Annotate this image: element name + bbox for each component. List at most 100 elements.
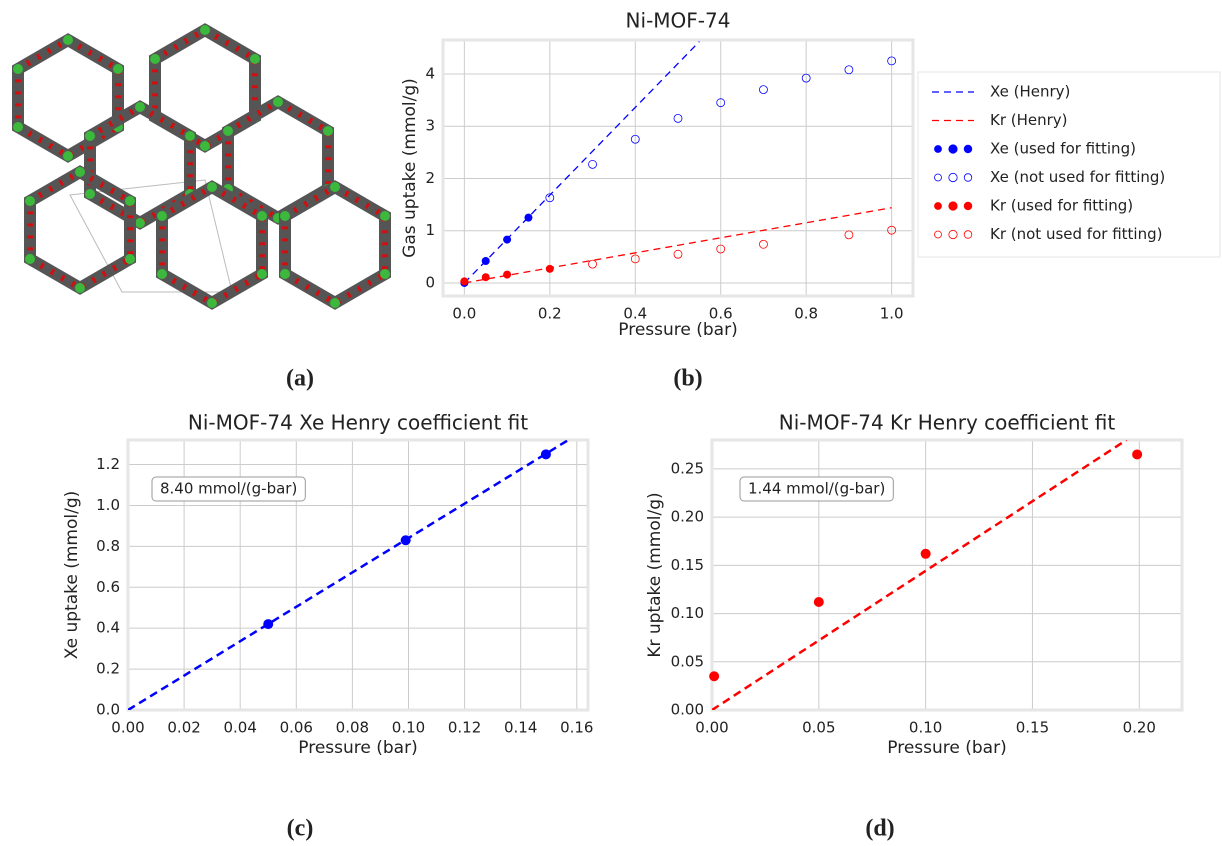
x-axis-label: Pressure (bar) bbox=[618, 320, 737, 340]
x-tick-label: 0.05 bbox=[802, 719, 835, 737]
y-tick-label: 4 bbox=[425, 64, 435, 82]
panel-label: (b) bbox=[673, 366, 702, 392]
legend-label: Xe (not used for fitting) bbox=[990, 168, 1165, 186]
legend-box bbox=[917, 71, 1221, 258]
y-tick-label: 1.2 bbox=[96, 455, 120, 473]
chart: 0.00 0.05 0.10 0.15 0.20 0.00 0.05 0.10 0.15 0.20… bbox=[645, 411, 1184, 758]
chart-title: Ni-MOF-74 Xe Henry coefficient fit bbox=[188, 411, 528, 435]
fit-line bbox=[463, 41, 700, 284]
y-tick-label: 0.4 bbox=[96, 619, 120, 637]
data-point bbox=[630, 254, 640, 264]
data-point bbox=[920, 548, 931, 559]
data-point bbox=[887, 225, 897, 235]
data-point bbox=[759, 85, 768, 95]
annotation: 8.40 mmol/(g-bar) bbox=[160, 480, 297, 498]
legend-swatch bbox=[948, 172, 958, 183]
x-tick-label: 0.8 bbox=[794, 305, 818, 323]
data-point bbox=[588, 159, 597, 169]
data-point bbox=[263, 619, 274, 630]
chart: 0.0 0.2 0.4 0.6 0.8 1.0 0 1 2 3 4 Ni-MOF-74 Pressure… bbox=[400, 9, 1221, 340]
chart-title: Ni-MOF-74 Kr Henry coefficient fit bbox=[779, 411, 1116, 435]
y-tick-label: 0.15 bbox=[671, 556, 704, 574]
legend-swatch bbox=[948, 144, 958, 154]
frame bbox=[710, 438, 1184, 712]
x-tick-label: 0.12 bbox=[448, 719, 481, 737]
x-tick-label: 0.20 bbox=[1123, 719, 1156, 737]
y-tick-label: 0.8 bbox=[96, 537, 120, 555]
legend-label: Kr (Henry) bbox=[990, 111, 1068, 129]
legend-swatch bbox=[963, 173, 973, 182]
y-tick-label: 0.05 bbox=[671, 652, 704, 670]
x-tick-label: 0.6 bbox=[709, 305, 733, 323]
data-point bbox=[630, 134, 640, 144]
x-tick-label: 0.08 bbox=[336, 719, 369, 737]
data-point bbox=[673, 113, 683, 123]
y-axis-label: Gas uptake (mmol/g) bbox=[400, 78, 420, 258]
x-tick-label: 0.00 bbox=[695, 719, 728, 737]
annotation-box bbox=[151, 476, 306, 502]
x-tick-label: 0.06 bbox=[280, 719, 313, 737]
chart-title: Ni-MOF-74 bbox=[626, 9, 731, 33]
data-point bbox=[759, 239, 768, 249]
plot-area bbox=[443, 40, 913, 296]
fit-line bbox=[464, 207, 892, 284]
x-tick-label: 0.16 bbox=[560, 719, 593, 737]
data-point bbox=[1132, 449, 1143, 460]
frame bbox=[441, 38, 915, 298]
legend-label: Kr (not used for fitting) bbox=[990, 225, 1162, 243]
fit-line bbox=[128, 440, 570, 710]
legend-swatch bbox=[934, 173, 942, 182]
x-tick-label: 0.0 bbox=[452, 305, 476, 323]
crystal-structure bbox=[13, 25, 390, 308]
data-point bbox=[481, 256, 490, 265]
data-point bbox=[716, 244, 726, 254]
data-point bbox=[673, 249, 683, 259]
data-point bbox=[503, 270, 512, 279]
data-point bbox=[813, 597, 824, 607]
legend-swatch bbox=[934, 202, 942, 210]
data-point bbox=[540, 449, 551, 460]
x-axis-label: Pressure (bar) bbox=[298, 738, 417, 758]
y-tick-label: 0.2 bbox=[96, 660, 120, 678]
legend-label: Kr (used for fitting) bbox=[990, 197, 1133, 215]
legend-swatch bbox=[948, 229, 958, 240]
data-point bbox=[844, 65, 854, 75]
y-tick-label: 2 bbox=[425, 169, 435, 187]
y-axis-label: Xe uptake (mmol/g) bbox=[62, 491, 82, 660]
annotation-box bbox=[739, 476, 894, 502]
legend-label: Xe (used for fitting) bbox=[990, 140, 1136, 158]
legend-swatch bbox=[963, 144, 973, 154]
x-tick-label: 0.10 bbox=[909, 719, 942, 737]
data-point bbox=[503, 235, 512, 244]
data-point bbox=[524, 213, 533, 222]
x-tick-label: 0.14 bbox=[504, 719, 537, 737]
x-tick-label: 1.0 bbox=[880, 305, 904, 323]
y-tick-label: 0.0 bbox=[96, 701, 120, 719]
x-tick-label: 0.04 bbox=[223, 719, 256, 737]
panel-label: (a) bbox=[286, 366, 314, 392]
data-point bbox=[400, 535, 411, 546]
data bbox=[463, 41, 892, 284]
data-point bbox=[588, 259, 597, 269]
x-tick-label: 0.02 bbox=[167, 719, 200, 737]
data-point bbox=[481, 273, 490, 282]
data-point bbox=[801, 73, 811, 83]
frame bbox=[126, 438, 590, 712]
y-axis-label: Kr uptake (mmol/g) bbox=[645, 492, 665, 657]
y-tick-label: 1 bbox=[425, 221, 435, 239]
legend-swatch bbox=[948, 201, 958, 211]
data-point bbox=[709, 671, 720, 682]
legend-swatch bbox=[934, 145, 942, 153]
y-tick-label: 0.20 bbox=[671, 508, 704, 526]
panel-label: (c) bbox=[287, 816, 314, 842]
panel-label: (d) bbox=[865, 816, 894, 842]
x-tick-label: 0.10 bbox=[392, 719, 425, 737]
y-tick-label: 0 bbox=[425, 273, 435, 291]
fit-line bbox=[712, 440, 1128, 710]
x-tick-label: 0.4 bbox=[623, 305, 647, 323]
annotation: 1.44 mmol/(g-bar) bbox=[748, 480, 885, 498]
chart: 0.00 0.02 0.04 0.06 0.08 0.10 0.12 0.14 0.16 0.0 0… bbox=[62, 411, 593, 759]
y-tick-label: 0.00 bbox=[671, 701, 704, 719]
data-point bbox=[887, 56, 897, 66]
